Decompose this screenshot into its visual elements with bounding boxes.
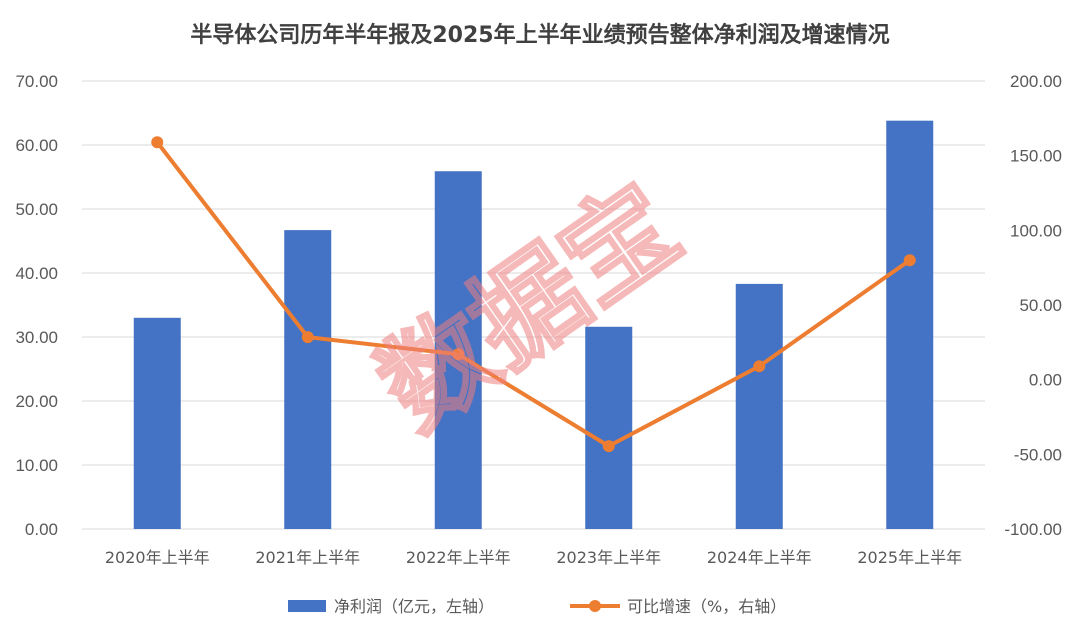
- watermark: 数据宝: [357, 160, 701, 454]
- line-path: [155, 141, 911, 449]
- x-tick-label: 2022年上半年: [406, 548, 511, 567]
- x-tick-label: 2020年上半年: [105, 548, 210, 567]
- bar-series: [133, 120, 934, 530]
- chart-title: 半导体公司历年半年报及2025年上半年业绩预告整体净利润及增速情况: [190, 22, 889, 48]
- line-point: [753, 360, 766, 373]
- bar: [735, 283, 783, 529]
- left-tick-label: 50.00: [15, 200, 58, 219]
- right-tick-label: 50.00: [1019, 296, 1062, 315]
- line-point: [602, 440, 615, 453]
- right-axis: -100.00 -50.00 0.00 50.00 100.00 150.00 200.00: [1004, 72, 1062, 539]
- x-axis: 2020年上半年 2021年上半年 2022年上半年 2023年上半年 2024年上半年…: [105, 548, 962, 567]
- bar: [886, 120, 934, 530]
- legend-bar-label: 净利润（亿元，左轴）: [334, 597, 494, 616]
- left-tick-label: 20.00: [15, 392, 58, 411]
- bar: [284, 230, 332, 529]
- right-tick-label: 0.00: [1029, 371, 1062, 390]
- line-point: [301, 331, 314, 344]
- left-tick-label: 0.00: [25, 520, 58, 539]
- legend-bar-swatch: [288, 600, 326, 612]
- legend-line-marker: [589, 600, 601, 612]
- left-tick-label: 60.00: [15, 136, 58, 155]
- left-tick-label: 40.00: [15, 264, 58, 283]
- legend: 净利润（亿元，左轴） 可比增速（%，右轴）: [288, 597, 786, 616]
- left-tick-label: 70.00: [15, 72, 58, 91]
- x-tick-label: 2024年上半年: [707, 548, 812, 567]
- x-tick-label: 2025年上半年: [857, 548, 962, 567]
- left-axis: 0.00 10.00 20.00 30.00 40.00 50.00 60.00 70.00: [15, 72, 58, 539]
- right-tick-label: -50.00: [1014, 445, 1062, 464]
- line-point: [151, 136, 164, 149]
- x-tick-label: 2021年上半年: [255, 548, 360, 567]
- line-series: [151, 136, 916, 453]
- line-point: [452, 348, 465, 361]
- left-tick-label: 10.00: [15, 456, 58, 475]
- right-tick-label: 100.00: [1010, 221, 1062, 240]
- right-tick-label: -100.00: [1004, 520, 1062, 539]
- bar: [585, 326, 633, 529]
- left-tick-label: 30.00: [15, 328, 58, 347]
- line-point: [903, 254, 916, 267]
- right-tick-label: 150.00: [1010, 147, 1062, 166]
- legend-line-label: 可比增速（%，右轴）: [627, 597, 786, 616]
- bar: [133, 317, 181, 529]
- right-tick-label: 200.00: [1010, 72, 1062, 91]
- x-tick-label: 2023年上半年: [556, 548, 661, 567]
